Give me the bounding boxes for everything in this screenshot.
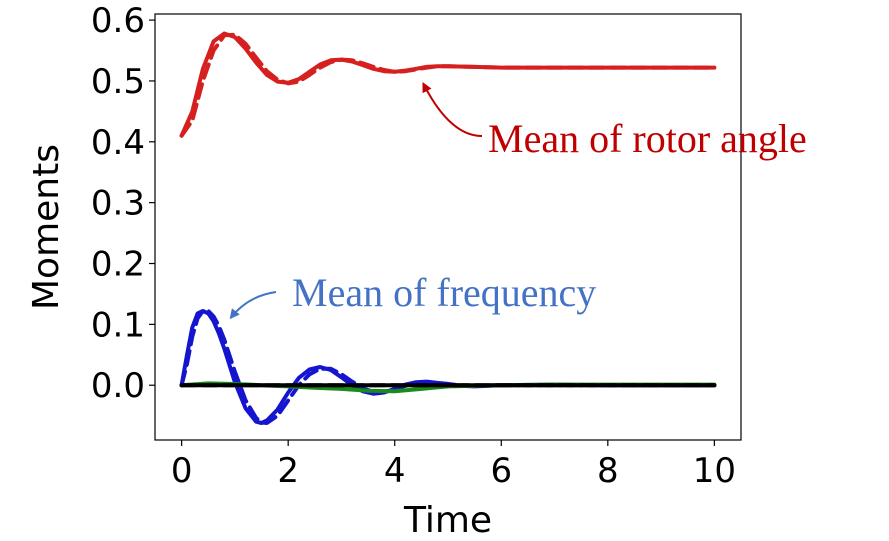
x-tick-label: 2 — [277, 451, 299, 491]
y-axis-title: Moments — [26, 144, 67, 310]
series-line-2 — [179, 309, 717, 425]
y-tick-label: 0.5 — [91, 62, 145, 102]
x-tick-label: 4 — [384, 451, 406, 491]
x-tick-label: 6 — [490, 451, 512, 491]
x-tick-label: 8 — [597, 451, 619, 491]
series-layer — [179, 31, 717, 425]
x-tick-label: 0 — [171, 451, 193, 491]
x-axis-ticks: 0 2 4 6 8 10 — [171, 440, 736, 491]
annotation-arrow-frequency — [229, 291, 277, 320]
plot-area-frame — [154, 13, 742, 441]
annotation-mean-rotor-angle: Mean of rotor angle — [488, 116, 807, 161]
x-tick-label: 10 — [693, 451, 736, 491]
annotation-arrow-rotor — [422, 82, 483, 137]
y-tick-label: 0.0 — [91, 366, 145, 406]
annotation-mean-frequency: Mean of frequency — [292, 270, 596, 315]
series-line-3 — [179, 309, 717, 425]
y-tick-label: 0.4 — [91, 123, 145, 163]
y-tick-label: 0.3 — [91, 184, 145, 224]
y-tick-label: 0.2 — [91, 245, 145, 285]
y-tick-label: 0.6 — [91, 1, 145, 41]
x-axis-title: Time — [403, 500, 492, 541]
y-axis-ticks: 0.0 0.1 0.2 0.3 0.4 0.5 0.6 — [91, 1, 155, 406]
y-tick-label: 0.1 — [91, 305, 145, 345]
series-line-1 — [179, 32, 717, 138]
